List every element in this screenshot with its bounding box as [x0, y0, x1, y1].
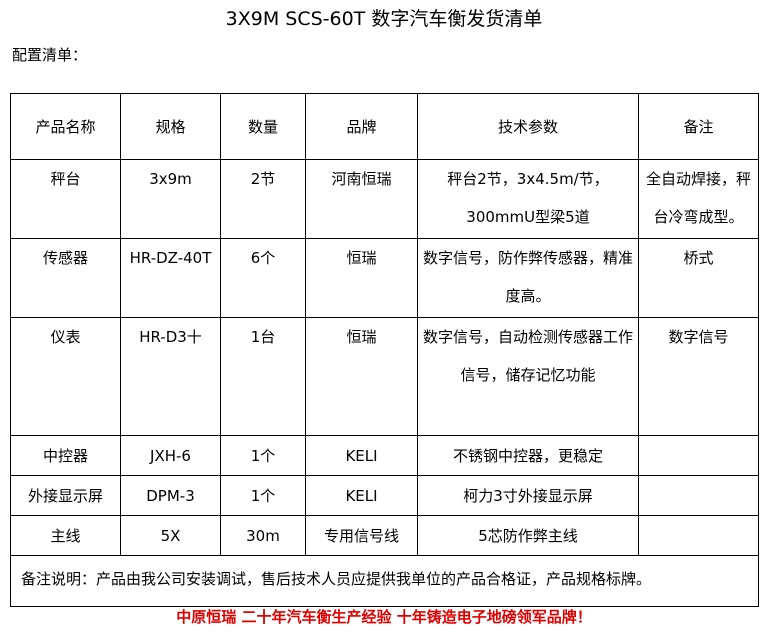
cell: 数字信号，自动检测传感器工作信号，储存记忆功能: [417, 317, 639, 436]
cell: 6个: [220, 238, 306, 318]
cell: 专用信号线: [305, 515, 418, 556]
cell: 秤台: [10, 159, 121, 239]
slogan: 中原恒瑞 二十年汽车衡生产经验 十年铸造电子地磅领军品牌！: [176, 608, 592, 626]
cell: 传感器: [10, 238, 121, 318]
table-row: 主线 5X 30m 专用信号线 5芯防作弊主线: [10, 515, 759, 556]
config-list-label: 配置清单：: [12, 46, 88, 64]
cell: 数字信号: [638, 317, 759, 436]
note-row: 备注说明：产品由我公司安装调试，售后技术人员应提供我单位的产品合格证，产品规格标…: [10, 555, 759, 607]
cell: 全自动焊接，秤台冷弯成型。: [638, 159, 759, 239]
cell: KELI: [305, 435, 418, 476]
cell: 不锈钢中控器，更稳定: [417, 435, 639, 476]
cell: 恒瑞: [305, 317, 418, 436]
header-cell: 规格: [120, 93, 221, 160]
note-text: 备注说明：产品由我公司安装调试，售后技术人员应提供我单位的产品合格证，产品规格标…: [10, 555, 759, 607]
cell: 外接显示屏: [10, 475, 121, 516]
cell: 1个: [220, 475, 306, 516]
cell: [638, 435, 759, 476]
cell: 秤台2节，3x4.5m/节，300mmU型梁5道: [417, 159, 639, 239]
cell: 2节: [220, 159, 306, 239]
cell: 数字信号，防作弊传感器，精准度高。: [417, 238, 639, 318]
cell: DPM-3: [120, 475, 221, 516]
cell: 5X: [120, 515, 221, 556]
header-cell: 数量: [220, 93, 306, 160]
cell: 恒瑞: [305, 238, 418, 318]
table-row: 传感器 HR-DZ-40T 6个 恒瑞 数字信号，防作弊传感器，精准度高。 桥式: [10, 238, 759, 318]
header-cell: 产品名称: [10, 93, 121, 160]
table-row: 秤台 3x9m 2节 河南恒瑞 秤台2节，3x4.5m/节，300mmU型梁5道…: [10, 159, 759, 239]
cell: 30m: [220, 515, 306, 556]
cell: HR-D3十: [120, 317, 221, 436]
cell: 3x9m: [120, 159, 221, 239]
table-row: 外接显示屏 DPM-3 1个 KELI 柯力3寸外接显示屏: [10, 475, 759, 516]
cell: 5芯防作弊主线: [417, 515, 639, 556]
cell: 中控器: [10, 435, 121, 476]
cell: 柯力3寸外接显示屏: [417, 475, 639, 516]
cell: 河南恒瑞: [305, 159, 418, 239]
cell: 1个: [220, 435, 306, 476]
cell: HR-DZ-40T: [120, 238, 221, 318]
page-title: 3X9M SCS-60T 数字汽车衡发货清单: [225, 8, 543, 30]
cell: 仪表: [10, 317, 121, 436]
header-cell: 品牌: [305, 93, 418, 160]
cell: [638, 475, 759, 516]
table-header-row: 产品名称 规格 数量 品牌 技术参数 备注: [10, 93, 759, 160]
header-cell: 备注: [638, 93, 759, 160]
table-row: 中控器 JXH-6 1个 KELI 不锈钢中控器，更稳定: [10, 435, 759, 476]
cell: JXH-6: [120, 435, 221, 476]
shipping-list-table: 产品名称 规格 数量 品牌 技术参数 备注 秤台 3x9m 2节 河南恒瑞 秤台…: [10, 93, 759, 607]
cell: [638, 515, 759, 556]
table-row: 仪表 HR-D3十 1台 恒瑞 数字信号，自动检测传感器工作信号，储存记忆功能 …: [10, 317, 759, 436]
header-cell: 技术参数: [417, 93, 639, 160]
cell: 主线: [10, 515, 121, 556]
cell: 1台: [220, 317, 306, 436]
cell: 桥式: [638, 238, 759, 318]
cell: KELI: [305, 475, 418, 516]
